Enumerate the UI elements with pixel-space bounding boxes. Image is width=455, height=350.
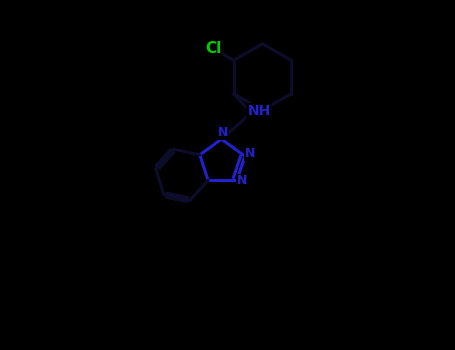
Text: Cl: Cl — [206, 41, 222, 56]
Text: N: N — [245, 147, 255, 160]
Text: N: N — [237, 175, 247, 188]
Text: N: N — [218, 126, 228, 139]
Text: NH: NH — [247, 104, 271, 118]
